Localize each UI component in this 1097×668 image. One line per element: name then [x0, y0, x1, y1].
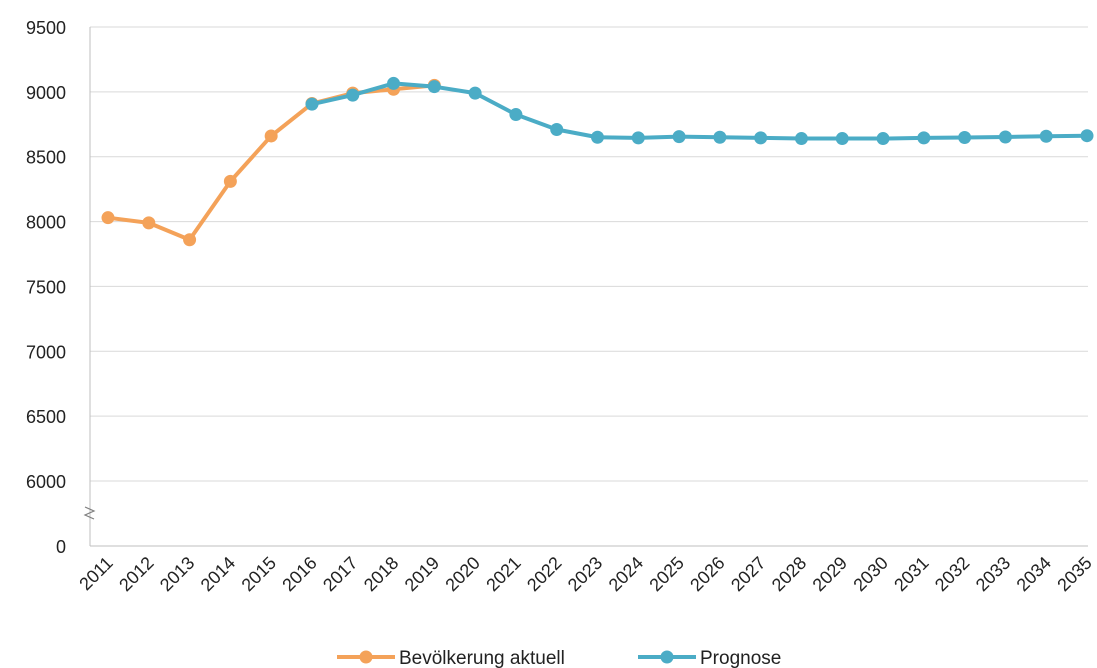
data-point — [305, 97, 319, 111]
data-point — [346, 88, 360, 102]
series-line — [106, 83, 437, 242]
data-point — [183, 233, 197, 247]
x-tick-label: 2019 — [401, 553, 443, 595]
data-point — [794, 132, 808, 146]
data-point — [876, 132, 890, 146]
x-tick-label: 2011 — [75, 553, 117, 595]
gridlines — [90, 26, 1088, 482]
data-point — [672, 130, 686, 144]
y-tick-label: 9500 — [26, 18, 66, 38]
data-point — [387, 76, 401, 90]
y-tick-label: 8500 — [26, 148, 66, 168]
x-tick-label: 2023 — [564, 553, 606, 595]
y-axis-tick-labels: 0 6000 6500 7000 7500 8000 8500 9000 9500 — [26, 18, 66, 557]
legend-marker — [660, 650, 674, 664]
x-tick-label: 2032 — [931, 553, 973, 595]
x-tick-label: 2025 — [645, 553, 687, 595]
y-tick-label: 6000 — [26, 472, 66, 492]
data-point — [713, 130, 727, 144]
axis-break-mark — [83, 506, 96, 520]
legend-item: Prognose — [638, 648, 781, 668]
x-tick-label: 2015 — [238, 553, 280, 595]
x-tick-label: 2030 — [849, 553, 891, 595]
x-tick-label: 2013 — [156, 553, 198, 595]
data-point — [917, 131, 931, 145]
x-tick-label: 2016 — [278, 553, 320, 595]
x-tick-label: 2031 — [890, 553, 932, 595]
x-tick-label: 2028 — [768, 553, 810, 595]
data-point — [754, 131, 768, 145]
x-tick-label: 2020 — [441, 553, 483, 595]
data-point — [958, 131, 972, 145]
series-line — [309, 81, 1089, 141]
data-point — [550, 122, 564, 136]
y-tick-label: 9000 — [26, 83, 66, 103]
y-tick-label: 7500 — [26, 277, 66, 297]
y-tick-label: 6500 — [26, 407, 66, 427]
x-tick-label: 2021 — [482, 553, 524, 595]
data-point — [101, 211, 115, 225]
x-tick-label: 2035 — [1053, 553, 1095, 595]
x-tick-label: 2017 — [319, 553, 361, 595]
series-layer — [101, 76, 1094, 247]
data-point — [223, 174, 237, 188]
x-tick-label: 2012 — [115, 553, 157, 595]
x-tick-label: 2029 — [809, 553, 851, 595]
x-tick-label: 2026 — [686, 553, 728, 595]
x-tick-label: 2018 — [360, 553, 402, 595]
legend-marker — [359, 650, 373, 664]
data-point — [835, 132, 849, 146]
x-tick-label: 2024 — [605, 553, 647, 595]
legend-label: Prognose — [700, 648, 781, 668]
y-tick-label: 7000 — [26, 342, 66, 362]
x-axis-tick-labels: 2011201220132014201520162017201820192020… — [75, 553, 1096, 595]
data-point — [509, 108, 523, 122]
data-point — [142, 216, 156, 230]
data-point — [1080, 129, 1094, 143]
data-point — [1039, 129, 1053, 143]
axes — [83, 27, 1088, 547]
data-point — [468, 86, 482, 100]
data-point — [427, 80, 441, 94]
legend-label: Bevölkerung aktuell — [399, 648, 565, 668]
data-point — [631, 131, 645, 145]
legend-item: Bevölkerung aktuell — [337, 648, 565, 668]
data-point — [264, 129, 278, 143]
y-tick-label: 0 — [56, 537, 66, 557]
x-tick-label: 2022 — [523, 553, 565, 595]
legend: Bevölkerung aktuell Prognose — [337, 648, 781, 668]
data-point — [998, 130, 1012, 144]
x-tick-label: 2034 — [1013, 553, 1055, 595]
x-tick-label: 2027 — [727, 553, 769, 595]
x-tick-label: 2033 — [972, 553, 1014, 595]
y-tick-label: 8000 — [26, 213, 66, 233]
data-point — [591, 130, 604, 144]
x-tick-label: 2014 — [197, 553, 239, 595]
series-prognose — [305, 76, 1094, 146]
